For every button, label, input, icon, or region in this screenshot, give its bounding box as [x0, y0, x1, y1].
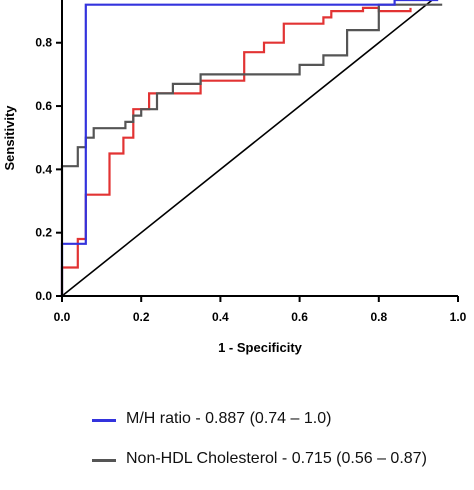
y-tick-label: 0.8 [35, 36, 52, 50]
reference-diagonal-line [61, 0, 434, 297]
plot-area [60, 0, 443, 297]
y-tick-label: 0.6 [35, 99, 52, 113]
y-axis-ticks: 0.0 0.2 0.4 0.6 0.8 [35, 36, 62, 303]
x-axis-ticks: 0.0 0.2 0.4 0.6 0.8 1.0 [54, 296, 467, 324]
x-axis-title: 1 - Specificity [218, 340, 303, 355]
x-tick-label: 0.2 [133, 310, 150, 324]
series-line-red [60, 6, 412, 296]
x-tick-label: 0.8 [370, 310, 387, 324]
chart-legend: M/H ratio - 0.887 (0.74 – 1.0) Non-HDL C… [92, 410, 474, 490]
x-tick-label: 0.4 [212, 310, 229, 324]
x-tick-label: 1.0 [450, 310, 467, 324]
y-axis-title: Sensitivity [2, 105, 17, 171]
legend-swatch-non-hdl-cholesterol [92, 459, 116, 462]
legend-item-non-hdl-cholesterol: Non-HDL Cholesterol - 0.715 (0.56 – 0.87… [92, 450, 474, 490]
x-tick-label: 0.0 [54, 310, 71, 324]
roc-curve-chart: 0.0 0.2 0.4 0.6 0.8 1.0 0.0 0.2 0.4 0.6 0.8 1 - S… [2, 0, 467, 355]
series-line-non-hdl-cholesterol [60, 3, 443, 296]
y-tick-label: 0.0 [35, 289, 52, 303]
y-tick-label: 0.2 [35, 226, 52, 240]
x-tick-label: 0.6 [291, 310, 308, 324]
legend-label-non-hdl-cholesterol: Non-HDL Cholesterol - 0.715 (0.56 – 0.87… [126, 450, 427, 467]
legend-swatch-mh-ratio [92, 419, 116, 422]
y-tick-label: 0.4 [35, 162, 52, 176]
legend-label-mh-ratio: M/H ratio - 0.887 (0.74 – 1.0) [126, 410, 332, 427]
legend-item-mh-ratio: M/H ratio - 0.887 (0.74 – 1.0) [92, 410, 474, 450]
